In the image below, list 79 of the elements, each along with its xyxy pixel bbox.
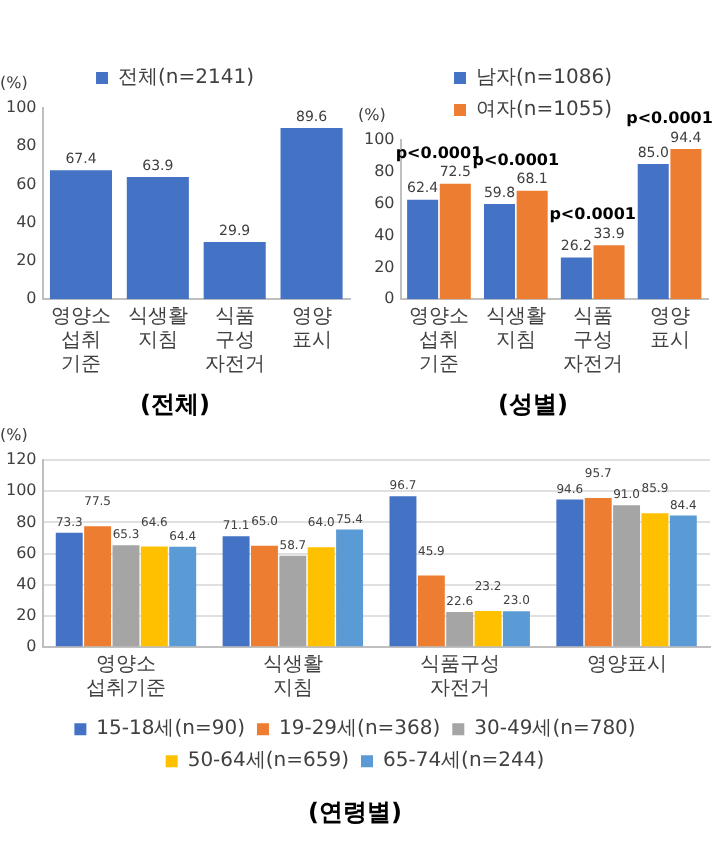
y-tick-label: 20 [16, 606, 37, 625]
bar [55, 532, 83, 647]
bar [669, 515, 697, 647]
y-tick-label: 20 [16, 251, 37, 270]
bar [222, 536, 250, 647]
bar [307, 547, 335, 647]
legend-label: 15-18세(n=90) [96, 718, 246, 741]
text: (전체) [140, 389, 210, 418]
y-tick-label: 0 [26, 289, 37, 308]
x-tick-label: 식생활지침 [485, 306, 546, 353]
legend-label: 여자(n=1055) [476, 99, 613, 122]
x-tick-label: 식생활지침 [262, 654, 323, 701]
y-tick-label: 60 [16, 543, 37, 562]
legend-label: 65-74세(n=244) [383, 750, 545, 773]
bar [613, 505, 641, 647]
y-tick-label: 40 [16, 574, 37, 593]
bar [126, 177, 189, 300]
bar [169, 546, 197, 647]
y-tick-label: 120 [5, 450, 37, 469]
y-tick-label: 100 [363, 130, 395, 149]
y-axis-title: (%) [358, 106, 386, 125]
bar [336, 529, 364, 647]
x-tick-label: 식품구성자전거 [562, 306, 623, 377]
bar [446, 611, 474, 647]
x-tick-label: 식생활지침 [127, 306, 188, 353]
bar [670, 148, 702, 300]
bar [637, 163, 669, 300]
annotation: p<0.0001 [549, 205, 637, 224]
y-tick-label: 0 [26, 637, 37, 656]
bar [556, 499, 584, 647]
bar [389, 496, 417, 647]
bar [140, 546, 168, 647]
y-tick-label: 80 [16, 512, 37, 531]
bar [641, 513, 669, 647]
legend-label: 30-49세(n=780) [474, 718, 636, 741]
text: (성별) [498, 389, 568, 418]
y-tick-label: 20 [374, 257, 395, 276]
bar [560, 257, 592, 300]
x-tick-label: 식품구성자전거 [419, 654, 500, 701]
bar [516, 190, 548, 300]
legend-label: 전체(n=2141) [118, 67, 255, 90]
y-tick-label: 100 [5, 481, 37, 500]
x-tick-label: 영양소 섭취기준 [85, 654, 166, 701]
bar [112, 545, 140, 647]
bar [203, 242, 266, 300]
bar [49, 170, 113, 300]
text: (연령별) [308, 797, 402, 826]
y-tick-label: 100 [5, 98, 37, 117]
bar [502, 611, 530, 647]
bar [593, 245, 625, 300]
legend-label: 50-64세(n=659) [187, 750, 350, 773]
y-tick-label: 40 [16, 212, 37, 231]
bar [474, 611, 502, 647]
x-tick-label: 영양소 섭취기준 [50, 306, 111, 377]
x-tick-label: 영양소 섭취기준 [408, 306, 469, 377]
x-tick-label: 영양표시 [649, 306, 690, 353]
bar [407, 199, 439, 300]
bar [439, 183, 471, 300]
bar [251, 545, 278, 647]
bar [84, 526, 112, 647]
y-axis-title: (%) [0, 426, 28, 445]
bar [280, 127, 343, 300]
y-tick-label: 40 [374, 225, 395, 244]
x-tick-label: 식품구성자전거 [204, 306, 265, 377]
text: p<0.0001 [626, 109, 714, 128]
legend-label: 19-29세(n=368) [278, 718, 441, 741]
y-tick-label: 60 [374, 193, 395, 212]
y-tick-label: 80 [374, 162, 395, 180]
x-tick-label: 영양표시 [586, 654, 667, 677]
bar [584, 497, 612, 647]
legend-label: 남자(n=1086) [476, 67, 613, 90]
y-tick-label: 0 [384, 289, 395, 308]
bar [483, 204, 516, 300]
y-tick-label: 80 [16, 136, 37, 155]
y-axis-title: (%) [0, 74, 28, 93]
x-tick-label: 영양표시 [291, 306, 332, 353]
bar [417, 575, 445, 647]
y-tick-label: 60 [16, 174, 37, 193]
bar [279, 555, 307, 647]
